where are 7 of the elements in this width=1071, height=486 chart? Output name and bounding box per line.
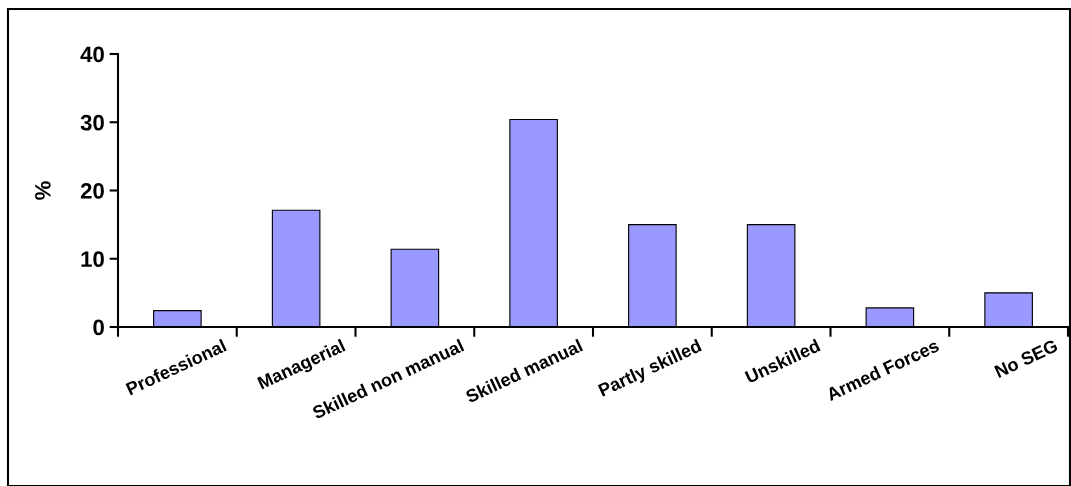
y-tick-label: 0 — [93, 319, 104, 336]
y-tick-label: 30 — [80, 114, 104, 131]
y-axis-title: % — [35, 181, 51, 200]
y-tick-label: 20 — [80, 183, 104, 199]
x-tick-label: No SEG — [994, 339, 1059, 379]
y-tick-label: 10 — [81, 251, 104, 268]
y-tick-label: 40 — [80, 46, 104, 63]
